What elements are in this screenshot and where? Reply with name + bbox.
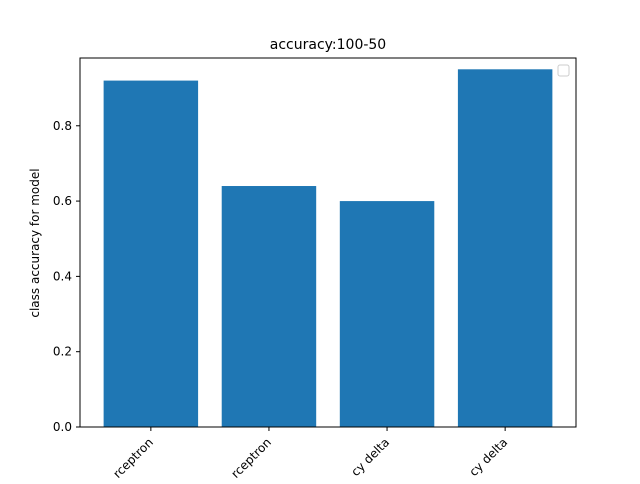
y-tick-label-0: 0.0 — [53, 420, 72, 434]
chart-title: accuracy:100-50 — [270, 37, 386, 53]
bar-2 — [221, 186, 317, 427]
y-tick-label-4: 0.8 — [53, 119, 72, 133]
bar-1 — [103, 80, 199, 427]
y-tick-label-2: 0.4 — [53, 269, 72, 283]
y-axis-label: class accuracy for model — [28, 168, 42, 317]
bars-layer — [103, 69, 553, 428]
legend-box — [557, 64, 570, 77]
y-tick-label-3: 0.6 — [53, 194, 72, 208]
y-tick-label-1: 0.2 — [53, 345, 72, 359]
bar-4 — [457, 69, 553, 428]
plot-frame — [79, 57, 577, 428]
bar-3 — [339, 201, 435, 427]
